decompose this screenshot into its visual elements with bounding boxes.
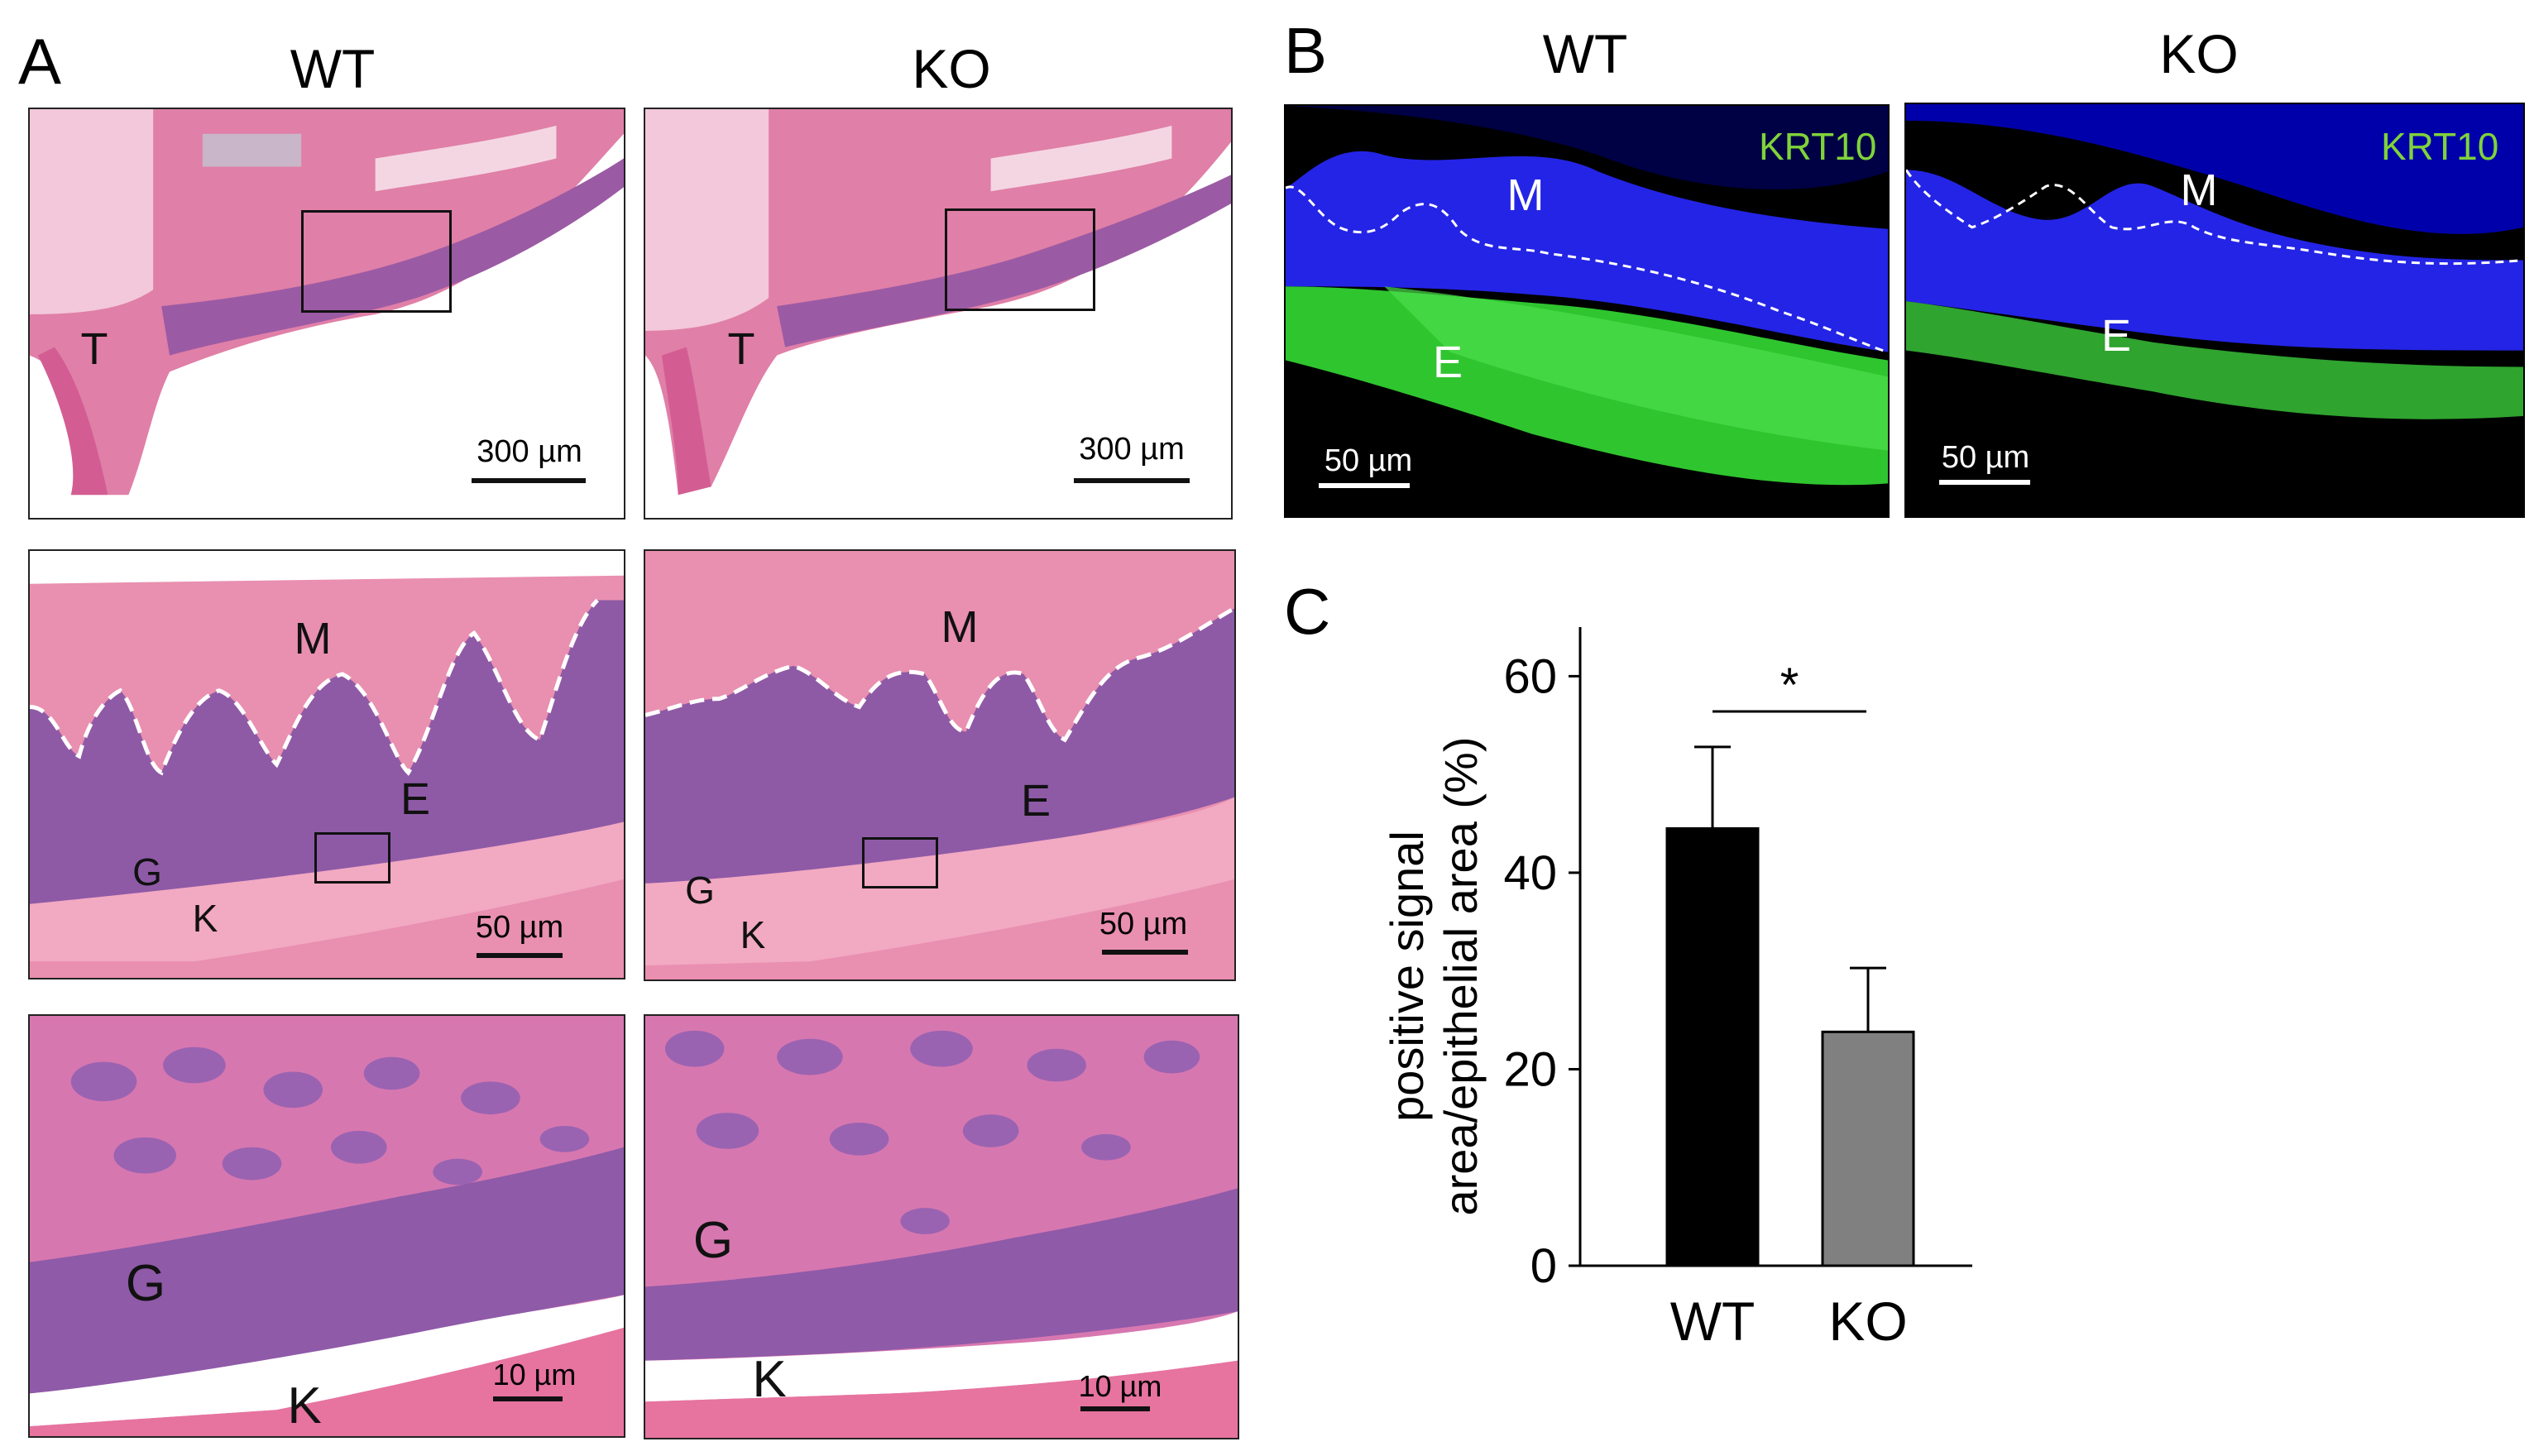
epithelium-label: E: [1020, 776, 1051, 826]
scale-bar-text: 50 µm: [1324, 443, 1413, 478]
bar-ko: [1821, 1030, 1915, 1267]
x-tick-label-wt: WT: [1670, 1291, 1756, 1352]
krt10-stain-label: KRT10: [1759, 125, 1877, 168]
mesenchyme-label: M: [2180, 165, 2218, 215]
tooth-label: T: [80, 324, 108, 374]
x-tick-label-ko: KO: [1828, 1291, 1907, 1352]
tooth-label: T: [727, 324, 755, 374]
scale-bar: [1939, 480, 2030, 485]
y-tick-label: 0: [1530, 1239, 1557, 1293]
inset-box: [301, 210, 452, 313]
if-krt10-wt-image: M E KRT10 50 µm: [1284, 104, 1890, 518]
granular-layer-label: G: [692, 1212, 734, 1269]
bar-wt: [1665, 826, 1760, 1267]
scale-bar-text: 50 µm: [475, 910, 564, 945]
krt10-bar-chart: positive signal area/epithelial area (%)…: [1381, 627, 1972, 1352]
scale-bar: [1074, 478, 1190, 483]
panel-b-ko-header: KO: [2159, 23, 2239, 84]
y-tick-label: 20: [1503, 1042, 1557, 1096]
panel-a-letter: A: [18, 25, 62, 98]
scale-bar: [1080, 1406, 1150, 1411]
keratin-layer-label: K: [192, 897, 218, 940]
y-tick-label: 60: [1503, 649, 1557, 703]
he-mid-mag-ko-image: M E G K 50 µm: [644, 549, 1236, 981]
panel-a-wt-header: WT: [290, 38, 376, 99]
he-high-mag-wt-image: G K 10 µm: [28, 1014, 625, 1438]
scale-bar-text: 50 µm: [1941, 440, 2030, 475]
inset-box: [945, 208, 1095, 311]
keratin-layer-label: K: [740, 913, 766, 956]
he-high-mag-ko-image: G K 10 µm: [644, 1014, 1239, 1439]
epithelium-label: E: [2100, 311, 2132, 361]
y-axis-label-line2: area/epithelial area (%): [1435, 737, 1487, 1216]
y-tick-label: 40: [1503, 846, 1557, 900]
keratin-layer-label: K: [752, 1351, 787, 1408]
scale-bar: [1319, 483, 1410, 488]
he-low-mag-ko-image: T 300 µm: [644, 108, 1233, 520]
scale-bar-text: 300 µm: [1079, 432, 1185, 467]
mesenchyme-label: M: [1507, 170, 1545, 220]
scale-bar: [493, 1396, 563, 1401]
significance-marker: *: [1780, 659, 1799, 712]
panel-b-letter: B: [1284, 14, 1328, 87]
scale-bar-text: 50 µm: [1099, 907, 1188, 941]
y-axis-label-line1: positive signal: [1381, 831, 1433, 1122]
scale-bar-text: 10 µm: [1078, 1369, 1162, 1403]
inset-box: [314, 832, 390, 884]
he-mid-mag-wt-image: M E G K 50 µm: [28, 549, 625, 979]
epithelium-label: E: [400, 774, 431, 824]
he-low-mag-wt-image: T 300 µm: [28, 108, 625, 520]
scale-bar: [472, 478, 586, 483]
scale-bar: [1102, 950, 1188, 955]
if-krt10-ko-image: M E KRT10 50 µm: [1904, 103, 2525, 518]
granular-layer-label: G: [685, 869, 715, 912]
panel-c-letter: C: [1284, 575, 1331, 648]
scale-bar: [477, 953, 563, 958]
granular-layer-label: G: [125, 1255, 166, 1312]
epithelium-label: E: [1432, 338, 1463, 387]
scale-bar-text: 300 µm: [477, 434, 582, 469]
panel-b-wt-header: WT: [1542, 23, 1628, 84]
mesenchyme-label: M: [941, 602, 979, 652]
granular-layer-label: G: [132, 850, 162, 893]
mesenchyme-label: M: [294, 614, 332, 663]
scale-bar-text: 10 µm: [492, 1358, 577, 1391]
krt10-stain-label: KRT10: [2381, 125, 2499, 168]
inset-box: [862, 837, 938, 888]
keratin-layer-label: K: [287, 1377, 322, 1434]
panel-a-ko-header: KO: [912, 38, 991, 99]
